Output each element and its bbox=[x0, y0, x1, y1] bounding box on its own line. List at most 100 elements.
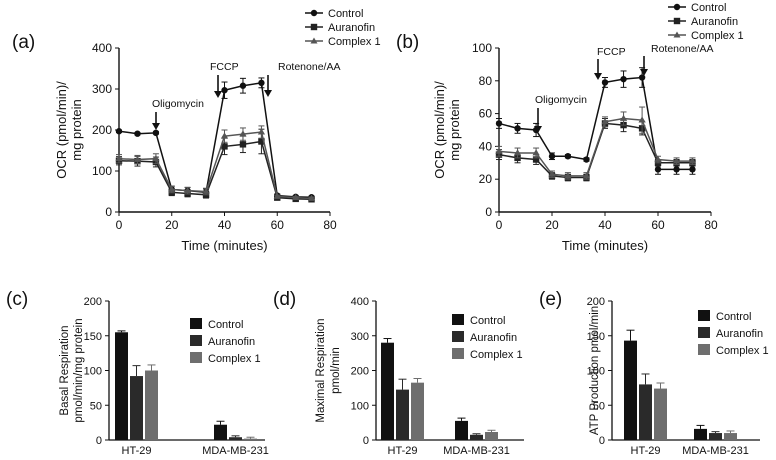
y-axis-label-line: OCR (pmol/min)/ bbox=[432, 81, 447, 179]
legend-label-control: Control bbox=[328, 8, 363, 20]
data-point bbox=[620, 115, 627, 121]
y-tick-label: 0 bbox=[485, 205, 492, 219]
x-tick-label: HT-29 bbox=[122, 445, 152, 457]
x-tick-label: 0 bbox=[496, 218, 503, 232]
data-point bbox=[496, 120, 502, 126]
legend-top-left: Control Auranofin Complex 1 bbox=[305, 8, 381, 48]
data-point bbox=[602, 79, 608, 85]
annotation-label: Oligomycin bbox=[152, 98, 204, 110]
y-axis-label: Basal Respiration pmol/min/mg protein bbox=[59, 318, 85, 422]
data-point bbox=[583, 156, 589, 162]
bar-auranofin-ht-29 bbox=[130, 376, 143, 440]
y-tick-label: 20 bbox=[479, 172, 493, 186]
data-point bbox=[549, 153, 555, 159]
data-point bbox=[514, 125, 520, 131]
panel-d: (d)0100200300400Maximal Respiration pmol/… bbox=[273, 289, 524, 457]
y-axis-label: OCR (pmol/min)/mg protein bbox=[432, 81, 462, 179]
legend-swatch-complex-1 bbox=[452, 348, 464, 359]
y-tick-label: 200 bbox=[351, 366, 369, 378]
data-point bbox=[495, 148, 502, 154]
data-point bbox=[153, 130, 159, 136]
data-point bbox=[620, 76, 626, 82]
annotation-label: Oligomycin bbox=[535, 94, 587, 106]
x-tick-label: HT-29 bbox=[388, 445, 418, 457]
panel-label: (b) bbox=[396, 32, 419, 53]
y-axis-label-line: Basal Respiration bbox=[59, 325, 71, 415]
bar-auranofin-mda-mb-231 bbox=[709, 433, 722, 440]
bar-legend: Control Auranofin Complex 1 bbox=[452, 314, 523, 361]
y-axis-label: OCR (pmol/min)/mg protein bbox=[54, 81, 84, 179]
bar-auranofin-mda-mb-231 bbox=[470, 435, 483, 440]
x-tick-label: 80 bbox=[323, 218, 337, 232]
y-axis-label: Maximal Respiration pmol/min bbox=[315, 318, 342, 422]
legend-label-auranofin: Auranofin bbox=[208, 336, 255, 348]
x-tick-label: 40 bbox=[598, 218, 612, 232]
x-tick-label: MDA-MB-231 bbox=[202, 445, 269, 457]
series-line bbox=[119, 141, 312, 199]
annotation-label: FCCP bbox=[597, 46, 626, 58]
legend-top-right: Control Auranofin Complex 1 bbox=[668, 2, 744, 42]
bar-auranofin-mda-mb-231 bbox=[229, 437, 242, 440]
legend-swatch-control bbox=[452, 314, 464, 325]
panel-b: (b) 0 20 40 60 80 0 20 40 60 80 100 Time (minutes) OC… bbox=[396, 32, 718, 253]
y-tick-label: 400 bbox=[351, 296, 369, 308]
legend-item-complex1: Complex 1 bbox=[305, 36, 381, 48]
data-point bbox=[152, 155, 159, 161]
bar-legend: Control Auranofin Complex 1 bbox=[190, 318, 261, 365]
annotation-label: Rotenone/AA bbox=[651, 43, 713, 55]
legend-label-complex1: Complex 1 bbox=[691, 30, 744, 42]
y-tick-label: 0 bbox=[105, 205, 112, 219]
x-tick-label: HT-29 bbox=[631, 445, 661, 457]
bar-legend: Control Auranofin Complex 1 bbox=[698, 310, 769, 357]
chart-panels: (a)0 20 40 60 800100200300400Time (minutes)O… bbox=[6, 32, 769, 457]
figure: Control Auranofin Complex 1 Control bbox=[0, 0, 776, 460]
legend-item-control: Control bbox=[668, 2, 726, 14]
legend-label-auranofin: Auranofin bbox=[328, 22, 375, 34]
bar-complex-1-mda-mb-231 bbox=[724, 433, 737, 440]
legend-item-auranofin: Auranofin bbox=[305, 22, 375, 34]
legend-swatch-control bbox=[190, 318, 202, 329]
panel-label: (a) bbox=[12, 32, 35, 53]
y-tick-label: 80 bbox=[479, 74, 493, 88]
y-axis-label-line: Maximal Respiration bbox=[315, 318, 327, 422]
annotation-arrow-head bbox=[594, 73, 602, 80]
y-tick-label: 150 bbox=[84, 331, 102, 343]
legend-label-control: Control bbox=[470, 315, 505, 327]
annotation-fccp: FCCP bbox=[594, 46, 626, 80]
x-axis-label: Time (minutes) bbox=[562, 238, 648, 253]
legend-label-auranofin: Auranofin bbox=[716, 328, 763, 340]
x-tick-label: 20 bbox=[165, 218, 179, 232]
panel-a: (a)0 20 40 60 800100200300400Time (minutes)O… bbox=[12, 32, 340, 253]
series-line bbox=[499, 78, 692, 170]
y-tick-label: 0 bbox=[599, 435, 605, 447]
bar-complex-1-mda-mb-231 bbox=[485, 432, 498, 440]
data-point bbox=[689, 166, 695, 172]
legend-swatch-auranofin bbox=[452, 331, 464, 342]
y-axis-label-line: pmol/min bbox=[330, 347, 342, 394]
x-axis-label: Time (minutes) bbox=[181, 238, 267, 253]
y-tick-label: 0 bbox=[96, 435, 102, 447]
y-tick-label: 100 bbox=[351, 400, 369, 412]
legend-swatch-complex-1 bbox=[698, 344, 710, 355]
data-point bbox=[673, 166, 679, 172]
bar-complex-1-ht-29 bbox=[654, 389, 667, 440]
y-axis-label-line: ATP Production pmol/min bbox=[589, 306, 601, 435]
y-axis-label-line: mg protein bbox=[447, 99, 462, 160]
x-tick-label: 0 bbox=[116, 218, 123, 232]
annotation-rotenone-aa: Rotenone/AA bbox=[264, 61, 340, 97]
x-tick-label: 60 bbox=[651, 218, 665, 232]
bar-auranofin-ht-29 bbox=[639, 384, 652, 440]
x-tick-label: MDA-MB-231 bbox=[443, 445, 510, 457]
x-tick-label: 80 bbox=[704, 218, 718, 232]
y-tick-label: 0 bbox=[363, 435, 369, 447]
legend-label-control: Control bbox=[716, 311, 751, 323]
bar-control-ht-29 bbox=[381, 343, 394, 440]
legend-swatch-auranofin bbox=[698, 327, 710, 338]
data-point bbox=[240, 83, 246, 89]
bar-complex-1-ht-29 bbox=[145, 371, 158, 441]
series-line bbox=[499, 119, 692, 176]
bar-auranofin-ht-29 bbox=[396, 390, 409, 440]
series-line bbox=[119, 83, 312, 197]
legend-label-auranofin: Auranofin bbox=[691, 16, 738, 28]
annotation-label: FCCP bbox=[210, 61, 239, 73]
